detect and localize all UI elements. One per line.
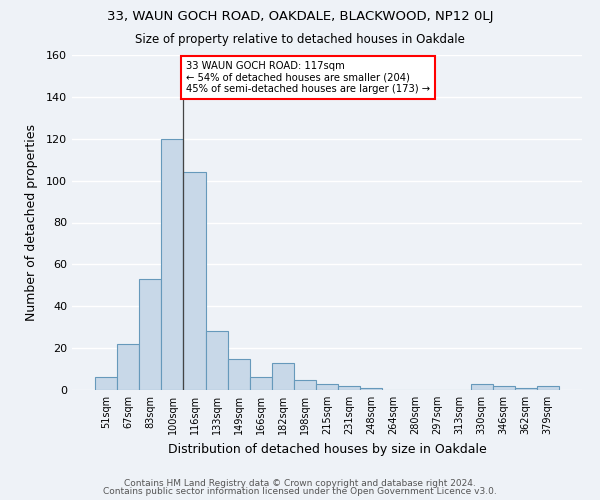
- Bar: [139, 279, 161, 390]
- Y-axis label: Number of detached properties: Number of detached properties: [25, 124, 38, 321]
- Bar: [316, 384, 338, 390]
- Bar: [338, 386, 360, 390]
- Bar: [227, 358, 250, 390]
- Bar: [470, 384, 493, 390]
- Text: 33 WAUN GOCH ROAD: 117sqm
← 54% of detached houses are smaller (204)
45% of semi: 33 WAUN GOCH ROAD: 117sqm ← 54% of detac…: [186, 62, 430, 94]
- Bar: [161, 138, 184, 390]
- Bar: [360, 388, 382, 390]
- Bar: [206, 332, 227, 390]
- Bar: [250, 378, 272, 390]
- Bar: [184, 172, 206, 390]
- X-axis label: Distribution of detached houses by size in Oakdale: Distribution of detached houses by size …: [167, 442, 487, 456]
- Bar: [117, 344, 139, 390]
- Bar: [493, 386, 515, 390]
- Bar: [515, 388, 537, 390]
- Bar: [95, 378, 117, 390]
- Text: Size of property relative to detached houses in Oakdale: Size of property relative to detached ho…: [135, 32, 465, 46]
- Text: Contains HM Land Registry data © Crown copyright and database right 2024.: Contains HM Land Registry data © Crown c…: [124, 478, 476, 488]
- Text: Contains public sector information licensed under the Open Government Licence v3: Contains public sector information licen…: [103, 487, 497, 496]
- Bar: [272, 363, 294, 390]
- Bar: [537, 386, 559, 390]
- Text: 33, WAUN GOCH ROAD, OAKDALE, BLACKWOOD, NP12 0LJ: 33, WAUN GOCH ROAD, OAKDALE, BLACKWOOD, …: [107, 10, 493, 23]
- Bar: [294, 380, 316, 390]
